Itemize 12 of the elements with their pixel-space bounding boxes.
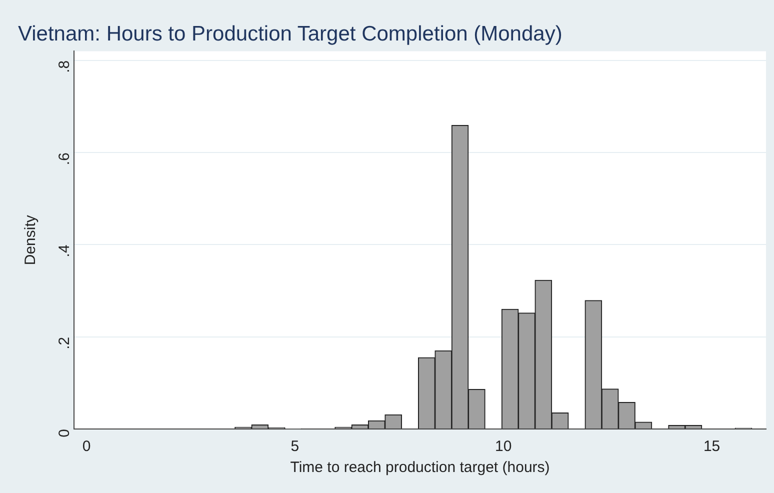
y-tick-label: .8: [56, 60, 74, 73]
y-tick-label: .2: [56, 336, 74, 350]
x-tick-label: 0: [82, 438, 91, 456]
x-tick-label: 15: [703, 438, 720, 456]
chart-title: Vietnam: Hours to Production Target Completion (Monday): [18, 22, 562, 46]
x-tick-label: 5: [290, 438, 300, 456]
y-tick-label: 0: [56, 429, 74, 438]
x-tick-label: 10: [495, 438, 512, 456]
y-tick-label: .6: [56, 152, 74, 166]
y-tick-label: .4: [56, 244, 74, 258]
x-axis-title: Time to reach production target (hours): [290, 459, 550, 476]
y-axis-title: Density: [22, 214, 40, 266]
